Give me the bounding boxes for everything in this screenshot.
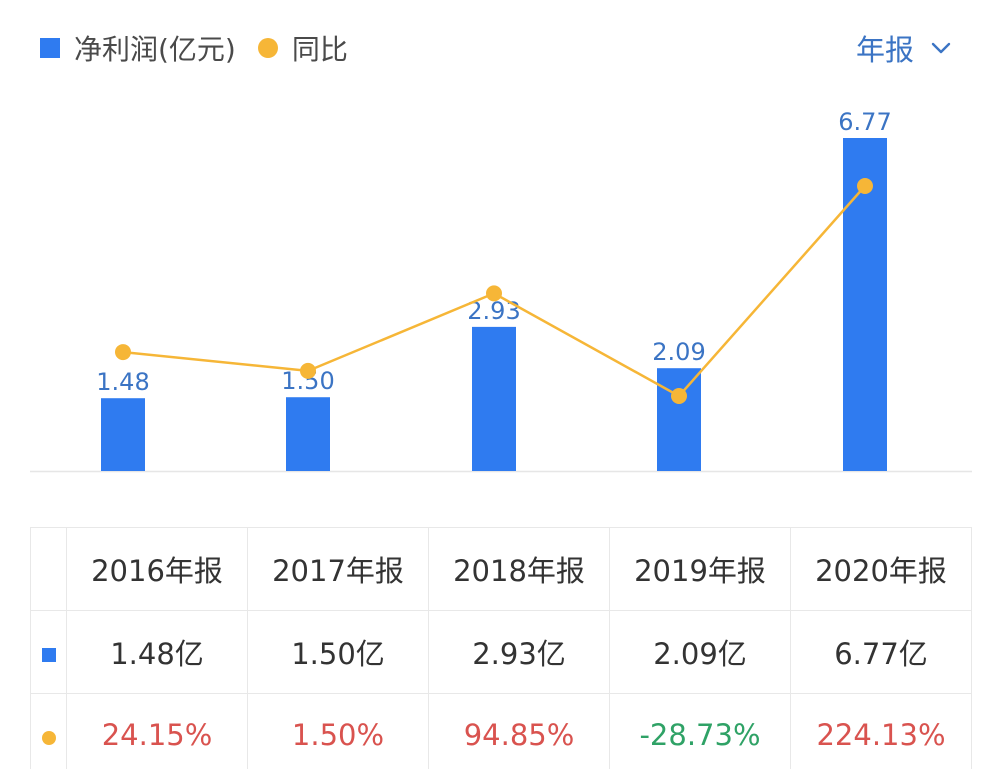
- data-table: 2016年报 2017年报 2018年报 2019年报 2020年报 1.48亿…: [30, 527, 972, 769]
- profit-cell: 2.93亿: [428, 610, 610, 694]
- profit-cell: 1.50亿: [247, 610, 429, 694]
- yoy-cell: 224.13%: [790, 693, 972, 769]
- profit-bar-label: 2.09: [652, 338, 705, 366]
- period-selector-label: 年报: [855, 33, 914, 67]
- profit-bar[interactable]: [101, 398, 145, 471]
- table-row-profit: 1.48亿 1.50亿 2.93亿 2.09亿 6.77亿: [30, 610, 972, 694]
- profit-bar[interactable]: [657, 368, 701, 471]
- chart-legend: 净利润(亿元) 同比: [40, 28, 370, 68]
- yoy-point[interactable]: [857, 178, 873, 194]
- legend-item-profit[interactable]: 净利润(亿元): [40, 28, 236, 68]
- yoy-cell: 24.15%: [66, 693, 248, 769]
- profit-bar-label: 6.77: [838, 108, 891, 136]
- profit-legend-marker: [40, 38, 60, 58]
- profit-row-marker-cell: [30, 610, 67, 694]
- yoy-legend-marker: [257, 38, 278, 58]
- table-row-yoy: 24.15% 1.50% 94.85% -28.73% 224.13%: [30, 693, 972, 769]
- yoy-point[interactable]: [115, 344, 131, 361]
- period-selector[interactable]: 年报: [856, 28, 952, 68]
- profit-cell: 1.48亿: [66, 610, 248, 694]
- profit-bar[interactable]: [286, 397, 330, 471]
- profit-bar[interactable]: [472, 326, 516, 471]
- yoy-row-marker-cell: [30, 693, 67, 769]
- profit-bar-label: 1.48: [96, 368, 149, 396]
- table-header-cell: 2017年报: [247, 527, 429, 611]
- yoy-cell: 1.50%: [247, 693, 429, 769]
- profit-chart: 1.48 1.502.932.096.77: [30, 108, 972, 473]
- table-header-cell: 2018年报: [428, 527, 610, 611]
- yoy-point[interactable]: [486, 285, 502, 302]
- table-header-cell: 2020年报: [790, 527, 972, 611]
- chevron-down-icon: [931, 42, 951, 54]
- yoy-cell: 94.85%: [428, 693, 610, 769]
- profit-row-marker: [41, 648, 56, 662]
- profit-cell: 6.77亿: [790, 610, 972, 694]
- profit-legend-label: 净利润(亿元): [74, 33, 236, 66]
- table-corner-cell: [30, 527, 67, 611]
- yoy-row-marker: [41, 731, 56, 745]
- profit-cell: 2.09亿: [609, 610, 791, 694]
- yoy-point[interactable]: [671, 388, 687, 404]
- yoy-legend-label: 同比: [291, 33, 348, 66]
- table-header-row: 2016年报 2017年报 2018年报 2019年报 2020年报: [30, 527, 972, 611]
- table-header-cell: 2019年报: [609, 527, 791, 611]
- table-header-cell: 2016年报: [66, 527, 248, 611]
- yoy-point[interactable]: [300, 362, 316, 379]
- yoy-cell: -28.73%: [609, 693, 791, 769]
- legend-item-yoy[interactable]: 同比: [257, 28, 348, 68]
